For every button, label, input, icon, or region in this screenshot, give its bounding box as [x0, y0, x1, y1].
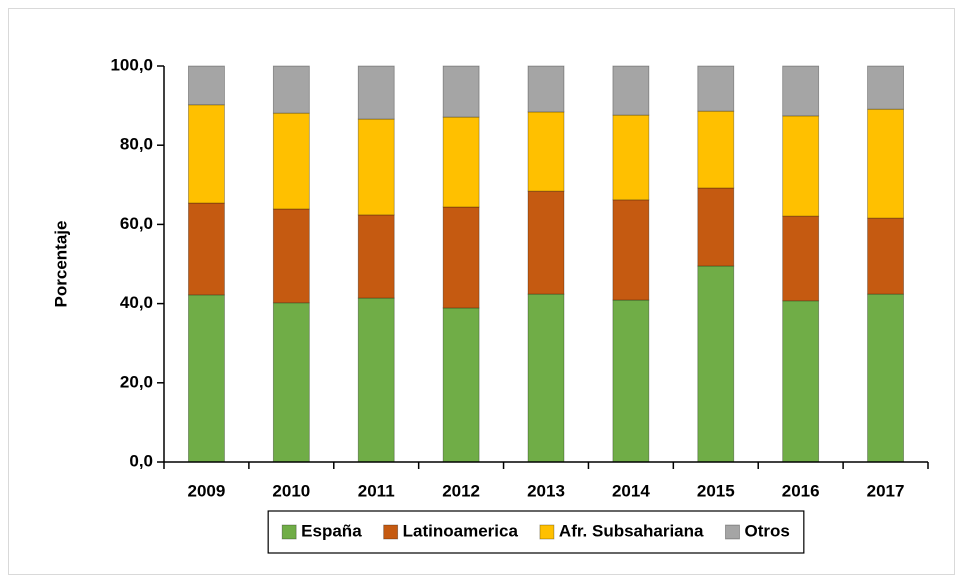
bar-segment — [527, 111, 565, 192]
legend-label: España — [301, 521, 362, 540]
y-tick-label: 20,0 — [120, 372, 153, 391]
legend-box — [267, 510, 805, 554]
bar-segment — [188, 294, 225, 463]
bar-segment — [188, 202, 225, 296]
bar-segment — [782, 300, 820, 463]
x-tick-label: 2010 — [272, 481, 310, 500]
bar-segment — [782, 215, 820, 302]
y-tick-label: 0,0 — [129, 451, 153, 470]
bar-segment — [612, 299, 650, 463]
bar-segment — [782, 65, 820, 117]
bar-segment — [527, 190, 565, 295]
y-tick-label: 80,0 — [120, 135, 153, 154]
bar-segment — [612, 65, 650, 116]
bar-segment — [272, 112, 310, 210]
x-tick-label: 2016 — [782, 481, 820, 500]
y-tick-label: 40,0 — [120, 293, 153, 312]
bar-segment — [697, 265, 735, 463]
bar-segment — [272, 208, 310, 304]
bar-segment — [527, 65, 565, 113]
x-tick-label: 2015 — [697, 481, 735, 500]
x-tick-label: 2013 — [527, 481, 565, 500]
bar-segment — [357, 297, 395, 463]
x-tick-label: 2014 — [612, 481, 650, 500]
bar-segment — [612, 199, 650, 301]
bar-segment — [188, 65, 225, 106]
bar-segment — [272, 65, 310, 114]
legend-label: Otros — [744, 521, 789, 540]
bar-segment — [867, 293, 904, 463]
bar-segment — [527, 293, 565, 463]
legend: España Latinoamerica Afr. Subsahariana Otro… — [267, 510, 805, 554]
bar-segment — [442, 206, 480, 309]
bar-segment — [188, 104, 225, 204]
bar-segment — [867, 217, 904, 295]
bar-segment — [697, 110, 735, 189]
bar-segment — [442, 116, 480, 208]
legend-swatch — [383, 524, 399, 540]
x-tick-label: 2017 — [867, 481, 905, 500]
legend-label: Latinoamerica — [403, 521, 519, 540]
y-tick-label: 100,0 — [110, 55, 153, 74]
y-tick-label: 60,0 — [120, 214, 153, 233]
bar-segment — [442, 65, 480, 118]
legend-swatch — [281, 524, 297, 540]
x-tick-label: 2012 — [442, 481, 480, 500]
bar-segment — [357, 65, 395, 120]
bar-segment — [867, 65, 904, 110]
bar-segment — [867, 108, 904, 219]
bar-segment — [697, 65, 735, 112]
bar-segment — [442, 307, 480, 463]
y-axis-label: Porcentaje — [51, 221, 70, 308]
bar-segment — [782, 115, 820, 217]
legend-swatch — [725, 524, 740, 540]
bar-segment — [357, 118, 395, 216]
legend-label: Afr. Subsahariana — [559, 521, 704, 540]
legend-swatch — [539, 524, 555, 540]
bar-segment — [697, 187, 735, 267]
x-tick-label: 2011 — [358, 481, 395, 500]
bar-segment — [272, 302, 310, 463]
x-tick-label: 2009 — [188, 481, 226, 500]
bar-segment — [612, 114, 650, 201]
bar-segment — [357, 214, 395, 299]
